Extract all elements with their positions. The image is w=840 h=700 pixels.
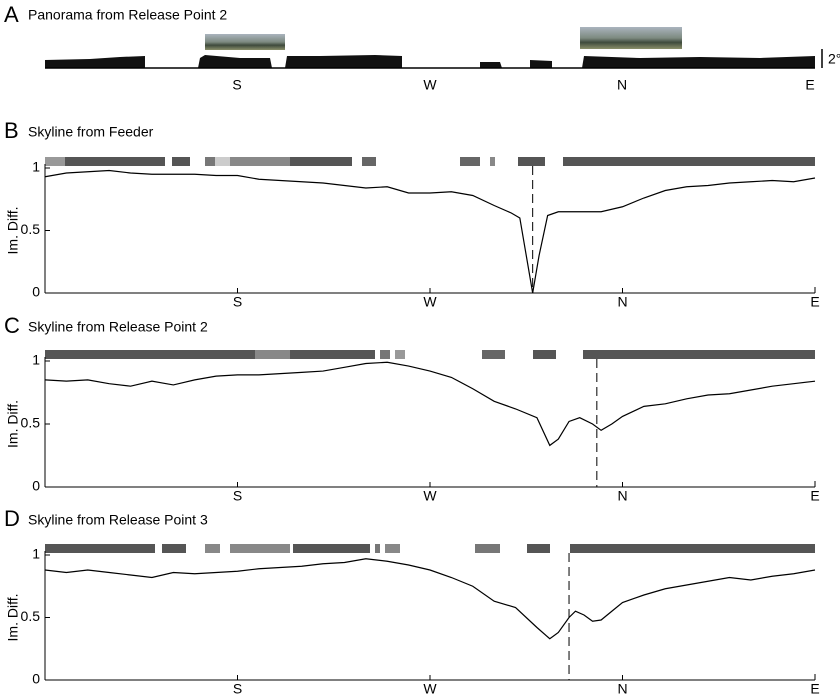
y-axis-label: Im. Diff. xyxy=(5,400,21,448)
similarity-strip xyxy=(570,544,815,553)
y-tick-label: 1 xyxy=(32,352,40,368)
similarity-strip xyxy=(475,544,500,553)
y-tick-label: 0 xyxy=(32,284,40,300)
x-tick-label: W xyxy=(423,681,437,697)
x-tick-label: W xyxy=(423,488,437,504)
similarity-strip xyxy=(45,157,65,166)
x-tick-label: E xyxy=(810,294,819,310)
similarity-strip xyxy=(205,544,220,553)
photo xyxy=(580,27,682,49)
y-tick-label: 0.5 xyxy=(21,221,41,237)
x-tick-label: N xyxy=(617,488,627,504)
similarity-strip xyxy=(380,350,390,359)
panel-letter: D xyxy=(4,506,20,531)
similarity-strip xyxy=(172,157,190,166)
y-axis-label: Im. Diff. xyxy=(5,207,21,255)
y-axis-label: Im. Diff. xyxy=(5,594,21,642)
direction-label: W xyxy=(423,77,437,93)
similarity-strip xyxy=(362,157,376,166)
similarity-strip xyxy=(563,157,815,166)
similarity-strip xyxy=(205,157,215,166)
photo xyxy=(205,34,285,50)
similarity-strip xyxy=(385,544,400,553)
panel-letter: C xyxy=(4,313,20,338)
similarity-strip xyxy=(290,350,375,359)
scale-label: 2° xyxy=(828,51,840,67)
similarity-strip xyxy=(255,350,290,359)
panel-letter: B xyxy=(4,118,19,143)
skyline-silhouette xyxy=(45,55,815,68)
y-tick-label: 0 xyxy=(32,671,40,687)
similarity-strip xyxy=(215,157,230,166)
similarity-strip xyxy=(527,544,550,553)
similarity-strip xyxy=(395,350,405,359)
data-line xyxy=(44,169,816,294)
x-tick-label: S xyxy=(233,681,242,697)
x-tick-label: E xyxy=(810,681,819,697)
panel-title: Panorama from Release Point 2 xyxy=(28,7,227,23)
direction-label: N xyxy=(617,77,627,93)
panel-title: Skyline from Release Point 3 xyxy=(28,512,208,528)
similarity-strip xyxy=(290,157,352,166)
similarity-strip xyxy=(293,544,370,553)
x-tick-label: N xyxy=(617,294,627,310)
x-tick-label: S xyxy=(233,294,242,310)
similarity-strip xyxy=(45,350,255,359)
similarity-strip xyxy=(583,350,815,359)
similarity-strip xyxy=(490,157,495,166)
y-tick-label: 0.5 xyxy=(21,415,41,431)
similarity-strip xyxy=(518,157,545,166)
panel-letter: A xyxy=(4,2,19,27)
y-tick-label: 0.5 xyxy=(21,608,41,624)
similarity-strip xyxy=(65,157,165,166)
data-line xyxy=(44,361,816,447)
x-tick-label: W xyxy=(423,294,437,310)
direction-label: E xyxy=(805,77,814,93)
y-tick-label: 0 xyxy=(32,478,40,494)
data-line xyxy=(44,558,816,640)
similarity-strip xyxy=(162,544,186,553)
similarity-strip xyxy=(45,544,155,553)
panel-title: Skyline from Feeder xyxy=(28,124,154,140)
similarity-strip xyxy=(375,544,380,553)
similarity-strip xyxy=(460,157,480,166)
direction-label: S xyxy=(232,77,241,93)
similarity-strip xyxy=(533,350,556,359)
x-tick-label: E xyxy=(810,488,819,504)
y-tick-label: 1 xyxy=(32,546,40,562)
y-tick-label: 1 xyxy=(32,159,40,175)
similarity-strip xyxy=(482,350,505,359)
x-tick-label: S xyxy=(233,488,242,504)
panel-title: Skyline from Release Point 2 xyxy=(28,319,208,335)
similarity-strip xyxy=(230,157,290,166)
x-tick-label: N xyxy=(617,681,627,697)
similarity-strip xyxy=(230,544,290,553)
